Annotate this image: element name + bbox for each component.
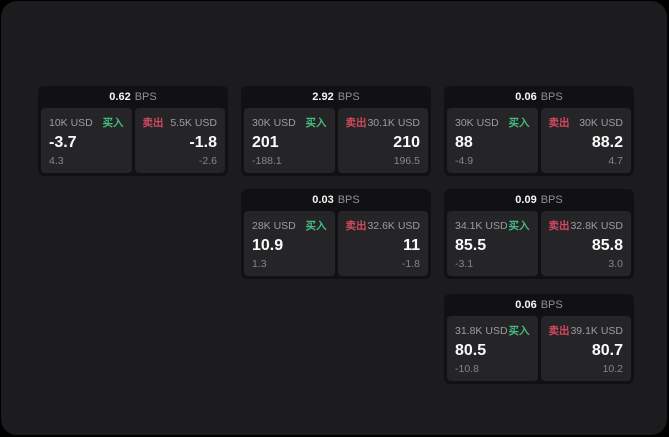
buy-panel[interactable]: 34.1K USD 买入 85.5 -3.1 [447,211,538,276]
sell-price: 88.2 [591,133,623,151]
sell-amount: 39.1K USD [570,324,623,337]
sell-delta: 3.0 [608,258,623,270]
sell-side-label: 卖出 [548,220,570,232]
bps-value: 0.06 [515,299,537,311]
bps-header: 0.06 BPS [444,294,634,316]
sell-price: -1.8 [189,133,217,151]
buy-side-label: 买入 [102,117,124,129]
buy-price: 85.5 [455,236,487,254]
sell-side-label: 卖出 [142,117,164,129]
buy-panel[interactable]: 30K USD 买入 88 -4.9 [447,108,538,173]
buy-amount: 30K USD [455,116,499,129]
bps-header: 0.06 BPS [444,86,634,108]
sell-price: 80.7 [591,341,623,359]
buy-delta: 4.3 [49,155,64,167]
sell-side-label: 卖出 [548,325,570,337]
quote-card: 2.92 BPS 30K USD 买入 201 -188.1 卖出 30.1K … [241,86,431,176]
sell-delta: 196.5 [393,155,420,167]
buy-delta: 1.3 [252,258,267,270]
buy-amount: 34.1K USD [455,219,508,232]
bps-unit-label: BPS [540,194,563,206]
buy-price: 10.9 [252,236,284,254]
sell-price: 210 [393,133,420,151]
sell-amount: 32.6K USD [367,219,420,232]
quote-card: 0.62 BPS 10K USD 买入 -3.7 4.3 卖出 5.5K USD… [38,86,228,176]
bps-value: 0.03 [312,194,334,206]
bps-header: 0.62 BPS [38,86,228,108]
sell-amount: 32.8K USD [570,219,623,232]
bps-unit-label: BPS [540,299,563,311]
bps-unit-label: BPS [337,91,360,103]
buy-side-label: 买入 [305,220,327,232]
buy-panel[interactable]: 30K USD 买入 201 -188.1 [244,108,335,173]
quote-card: 0.03 BPS 28K USD 买入 10.9 1.3 卖出 32.6K US… [241,189,431,279]
sell-amount: 30.1K USD [367,116,420,129]
sell-panel[interactable]: 卖出 39.1K USD 80.7 10.2 [540,316,631,381]
quote-card: 0.06 BPS 30K USD 买入 88 -4.9 卖出 30K USD 8… [444,86,634,176]
buy-amount: 28K USD [252,219,296,232]
sell-panel[interactable]: 卖出 30K USD 88.2 4.7 [540,108,631,173]
buy-amount: 30K USD [252,116,296,129]
buy-price: -3.7 [49,133,77,151]
buy-amount: 10K USD [49,116,93,129]
buy-side-label: 买入 [508,325,530,337]
buy-amount: 31.8K USD [455,324,508,337]
sell-delta: 10.2 [602,363,623,375]
sell-side-label: 卖出 [345,117,367,129]
quote-card: 0.09 BPS 34.1K USD 买入 85.5 -3.1 卖出 32.8K… [444,189,634,279]
buy-side-label: 买入 [305,117,327,129]
sell-panel[interactable]: 卖出 5.5K USD -1.8 -2.6 [134,108,225,173]
bps-header: 2.92 BPS [241,86,431,108]
sell-side-label: 卖出 [345,220,367,232]
buy-side-label: 买入 [508,220,530,232]
buy-panel[interactable]: 31.8K USD 买入 80.5 -10.8 [447,316,538,381]
buy-delta: -10.8 [455,363,479,375]
sell-panel[interactable]: 卖出 32.6K USD 11 -1.8 [337,211,428,276]
sell-delta: -1.8 [401,258,420,270]
bps-value: 0.09 [515,194,537,206]
buy-price: 88 [455,133,473,151]
bps-unit-label: BPS [134,91,157,103]
bps-header: 0.09 BPS [444,189,634,211]
bps-header: 0.03 BPS [241,189,431,211]
buy-price: 201 [252,133,279,151]
bps-value: 0.62 [109,91,131,103]
bps-unit-label: BPS [540,91,563,103]
buy-side-label: 买入 [508,117,530,129]
bps-value: 2.92 [312,91,334,103]
buy-panel[interactable]: 28K USD 买入 10.9 1.3 [244,211,335,276]
sell-price: 11 [403,236,420,254]
buy-delta: -3.1 [455,258,474,270]
buy-delta: -4.9 [455,155,474,167]
bps-unit-label: BPS [337,194,360,206]
sell-amount: 30K USD [579,116,623,129]
sell-delta: -2.6 [198,155,217,167]
buy-panel[interactable]: 10K USD 买入 -3.7 4.3 [41,108,132,173]
sell-amount: 5.5K USD [170,116,217,129]
bps-value: 0.06 [515,91,537,103]
buy-delta: -188.1 [252,155,282,167]
sell-panel[interactable]: 卖出 32.8K USD 85.8 3.0 [540,211,631,276]
sell-side-label: 卖出 [548,117,570,129]
quote-card: 0.06 BPS 31.8K USD 买入 80.5 -10.8 卖出 39.1… [444,294,634,384]
sell-price: 85.8 [591,236,623,254]
sell-panel[interactable]: 卖出 30.1K USD 210 196.5 [337,108,428,173]
sell-delta: 4.7 [608,155,623,167]
buy-price: 80.5 [455,341,487,359]
